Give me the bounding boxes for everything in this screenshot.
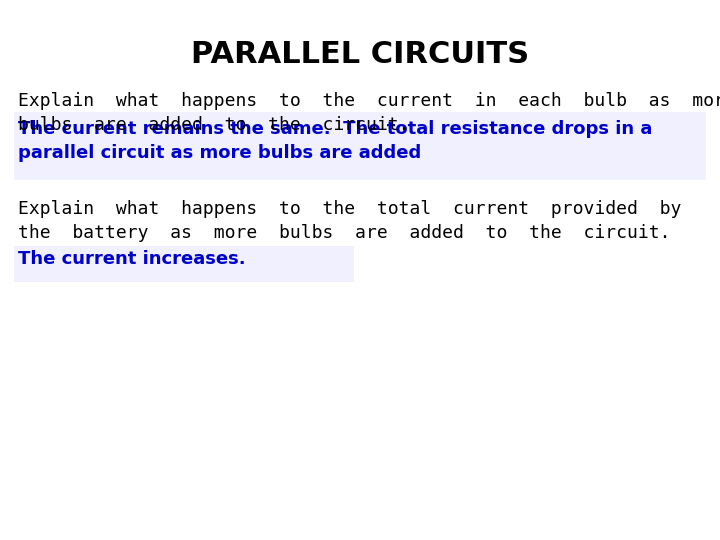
Text: bulbs  are  added  to  the  circuit.: bulbs are added to the circuit.	[18, 116, 410, 134]
FancyBboxPatch shape	[14, 246, 354, 282]
FancyBboxPatch shape	[14, 112, 706, 180]
Text: The current remains the same.  The total resistance drops in a: The current remains the same. The total …	[18, 120, 652, 138]
Text: The current increases.: The current increases.	[18, 250, 246, 268]
Text: the  battery  as  more  bulbs  are  added  to  the  circuit.: the battery as more bulbs are added to t…	[18, 224, 670, 242]
Text: parallel circuit as more bulbs are added: parallel circuit as more bulbs are added	[18, 144, 421, 162]
Text: Explain  what  happens  to  the  total  current  provided  by: Explain what happens to the total curren…	[18, 200, 681, 218]
Text: Explain  what  happens  to  the  current  in  each  bulb  as  more: Explain what happens to the current in e…	[18, 92, 720, 110]
Text: PARALLEL CIRCUITS: PARALLEL CIRCUITS	[191, 40, 529, 69]
